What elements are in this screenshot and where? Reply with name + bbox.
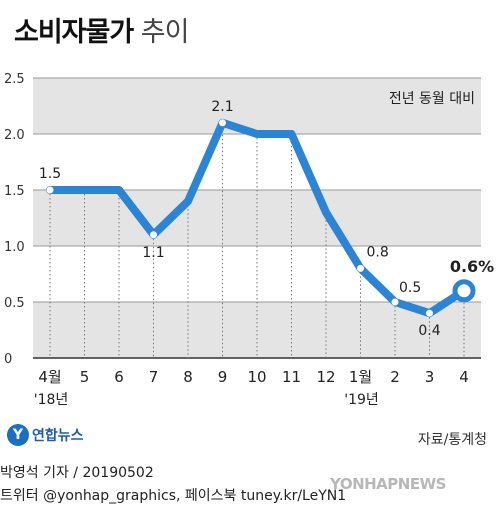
year-label: '18년 (34, 392, 69, 408)
credit-reporter: 박영석 기자 / 20190502 (0, 465, 154, 481)
x-tick-label: 3 (425, 368, 435, 386)
data-label: 2.1 (211, 99, 233, 115)
x-tick-label: 11 (282, 368, 301, 386)
y-tick-label: 0.5 (4, 296, 25, 311)
y-tick-label: 1.5 (4, 184, 25, 199)
point-marker (150, 231, 157, 239)
data-label: 0.6% (450, 257, 494, 276)
data-label: 1.5 (39, 166, 61, 182)
yonhap-logo: Y 연합뉴스 (7, 424, 84, 446)
point-marker (46, 186, 54, 194)
year-label: '19년 (344, 392, 379, 408)
y-tick-label: 2.5 (4, 72, 25, 87)
title-sub: 추이 (140, 17, 190, 48)
x-tick-label: 7 (149, 368, 159, 386)
point-marker (219, 119, 226, 127)
y-tick-label: 1.0 (4, 240, 25, 255)
title-main: 소비자물가 (14, 17, 134, 48)
credit-social: 트위터 @yonhap_graphics, 페이스북 tuney.kr/LeYN… (0, 488, 347, 504)
y-tick-label: 0 (4, 352, 12, 367)
x-tick-label: 2 (390, 368, 400, 386)
x-tick-label: 8 (183, 368, 193, 386)
x-tick-label: 9 (218, 368, 228, 386)
data-label: 0.5 (399, 280, 421, 296)
x-tick-label: 10 (247, 368, 266, 386)
x-tick-label: 1월 (349, 368, 372, 386)
source-note: 자료/통계청 (417, 432, 487, 448)
credit-block: 박영석 기자 / 20190502 트위터 @yonhap_graphics, … (0, 462, 346, 508)
end-point-marker (452, 279, 476, 303)
x-tick-label: 4 (459, 368, 469, 386)
point-marker (426, 309, 433, 317)
point-marker (357, 264, 364, 272)
x-tick-label: 4월 (38, 368, 61, 386)
chart-title: 소비자물가 추이 (14, 10, 190, 49)
data-label: 0.8 (367, 244, 389, 260)
chart-subtitle: 전년 동월 대비 (389, 91, 475, 107)
logo-icon: Y (7, 424, 29, 446)
data-label: 1.1 (142, 245, 164, 261)
y-tick-label: 2.0 (4, 128, 25, 143)
data-label: 0.4 (418, 323, 440, 339)
grid-band (33, 78, 481, 134)
watermark: YONHAPNEWS (330, 475, 446, 493)
x-tick-label: 5 (80, 368, 90, 386)
logo-name: 연합뉴스 (32, 428, 84, 444)
x-tick-label: 12 (316, 368, 335, 386)
point-marker (391, 298, 399, 306)
x-tick-label: 6 (114, 368, 124, 386)
